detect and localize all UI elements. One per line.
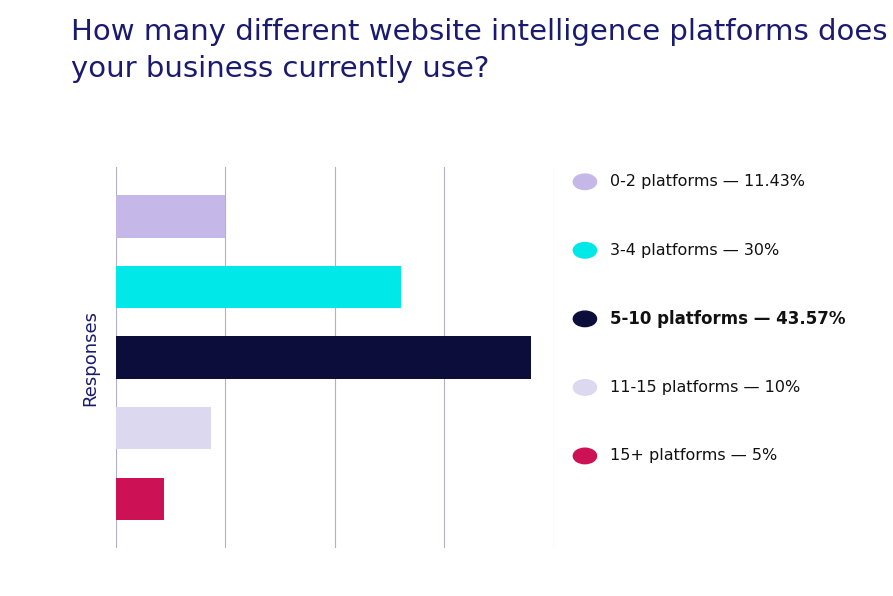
Text: 11-15 platforms — 10%: 11-15 platforms — 10% bbox=[611, 380, 801, 395]
Bar bbox=[116, 477, 163, 520]
Bar bbox=[116, 407, 212, 449]
Bar bbox=[116, 266, 402, 308]
Text: How many different website intelligence platforms does
your business currently u: How many different website intelligence … bbox=[71, 18, 888, 83]
Text: 15+ platforms — 5%: 15+ platforms — 5% bbox=[611, 448, 778, 464]
Bar bbox=[116, 195, 225, 238]
Text: 0-2 platforms — 11.43%: 0-2 platforms — 11.43% bbox=[611, 174, 805, 190]
Bar bbox=[116, 336, 530, 379]
Y-axis label: Responses: Responses bbox=[81, 309, 99, 406]
Text: 5-10 platforms — 43.57%: 5-10 platforms — 43.57% bbox=[611, 310, 846, 328]
Text: 3-4 platforms — 30%: 3-4 platforms — 30% bbox=[611, 243, 780, 258]
